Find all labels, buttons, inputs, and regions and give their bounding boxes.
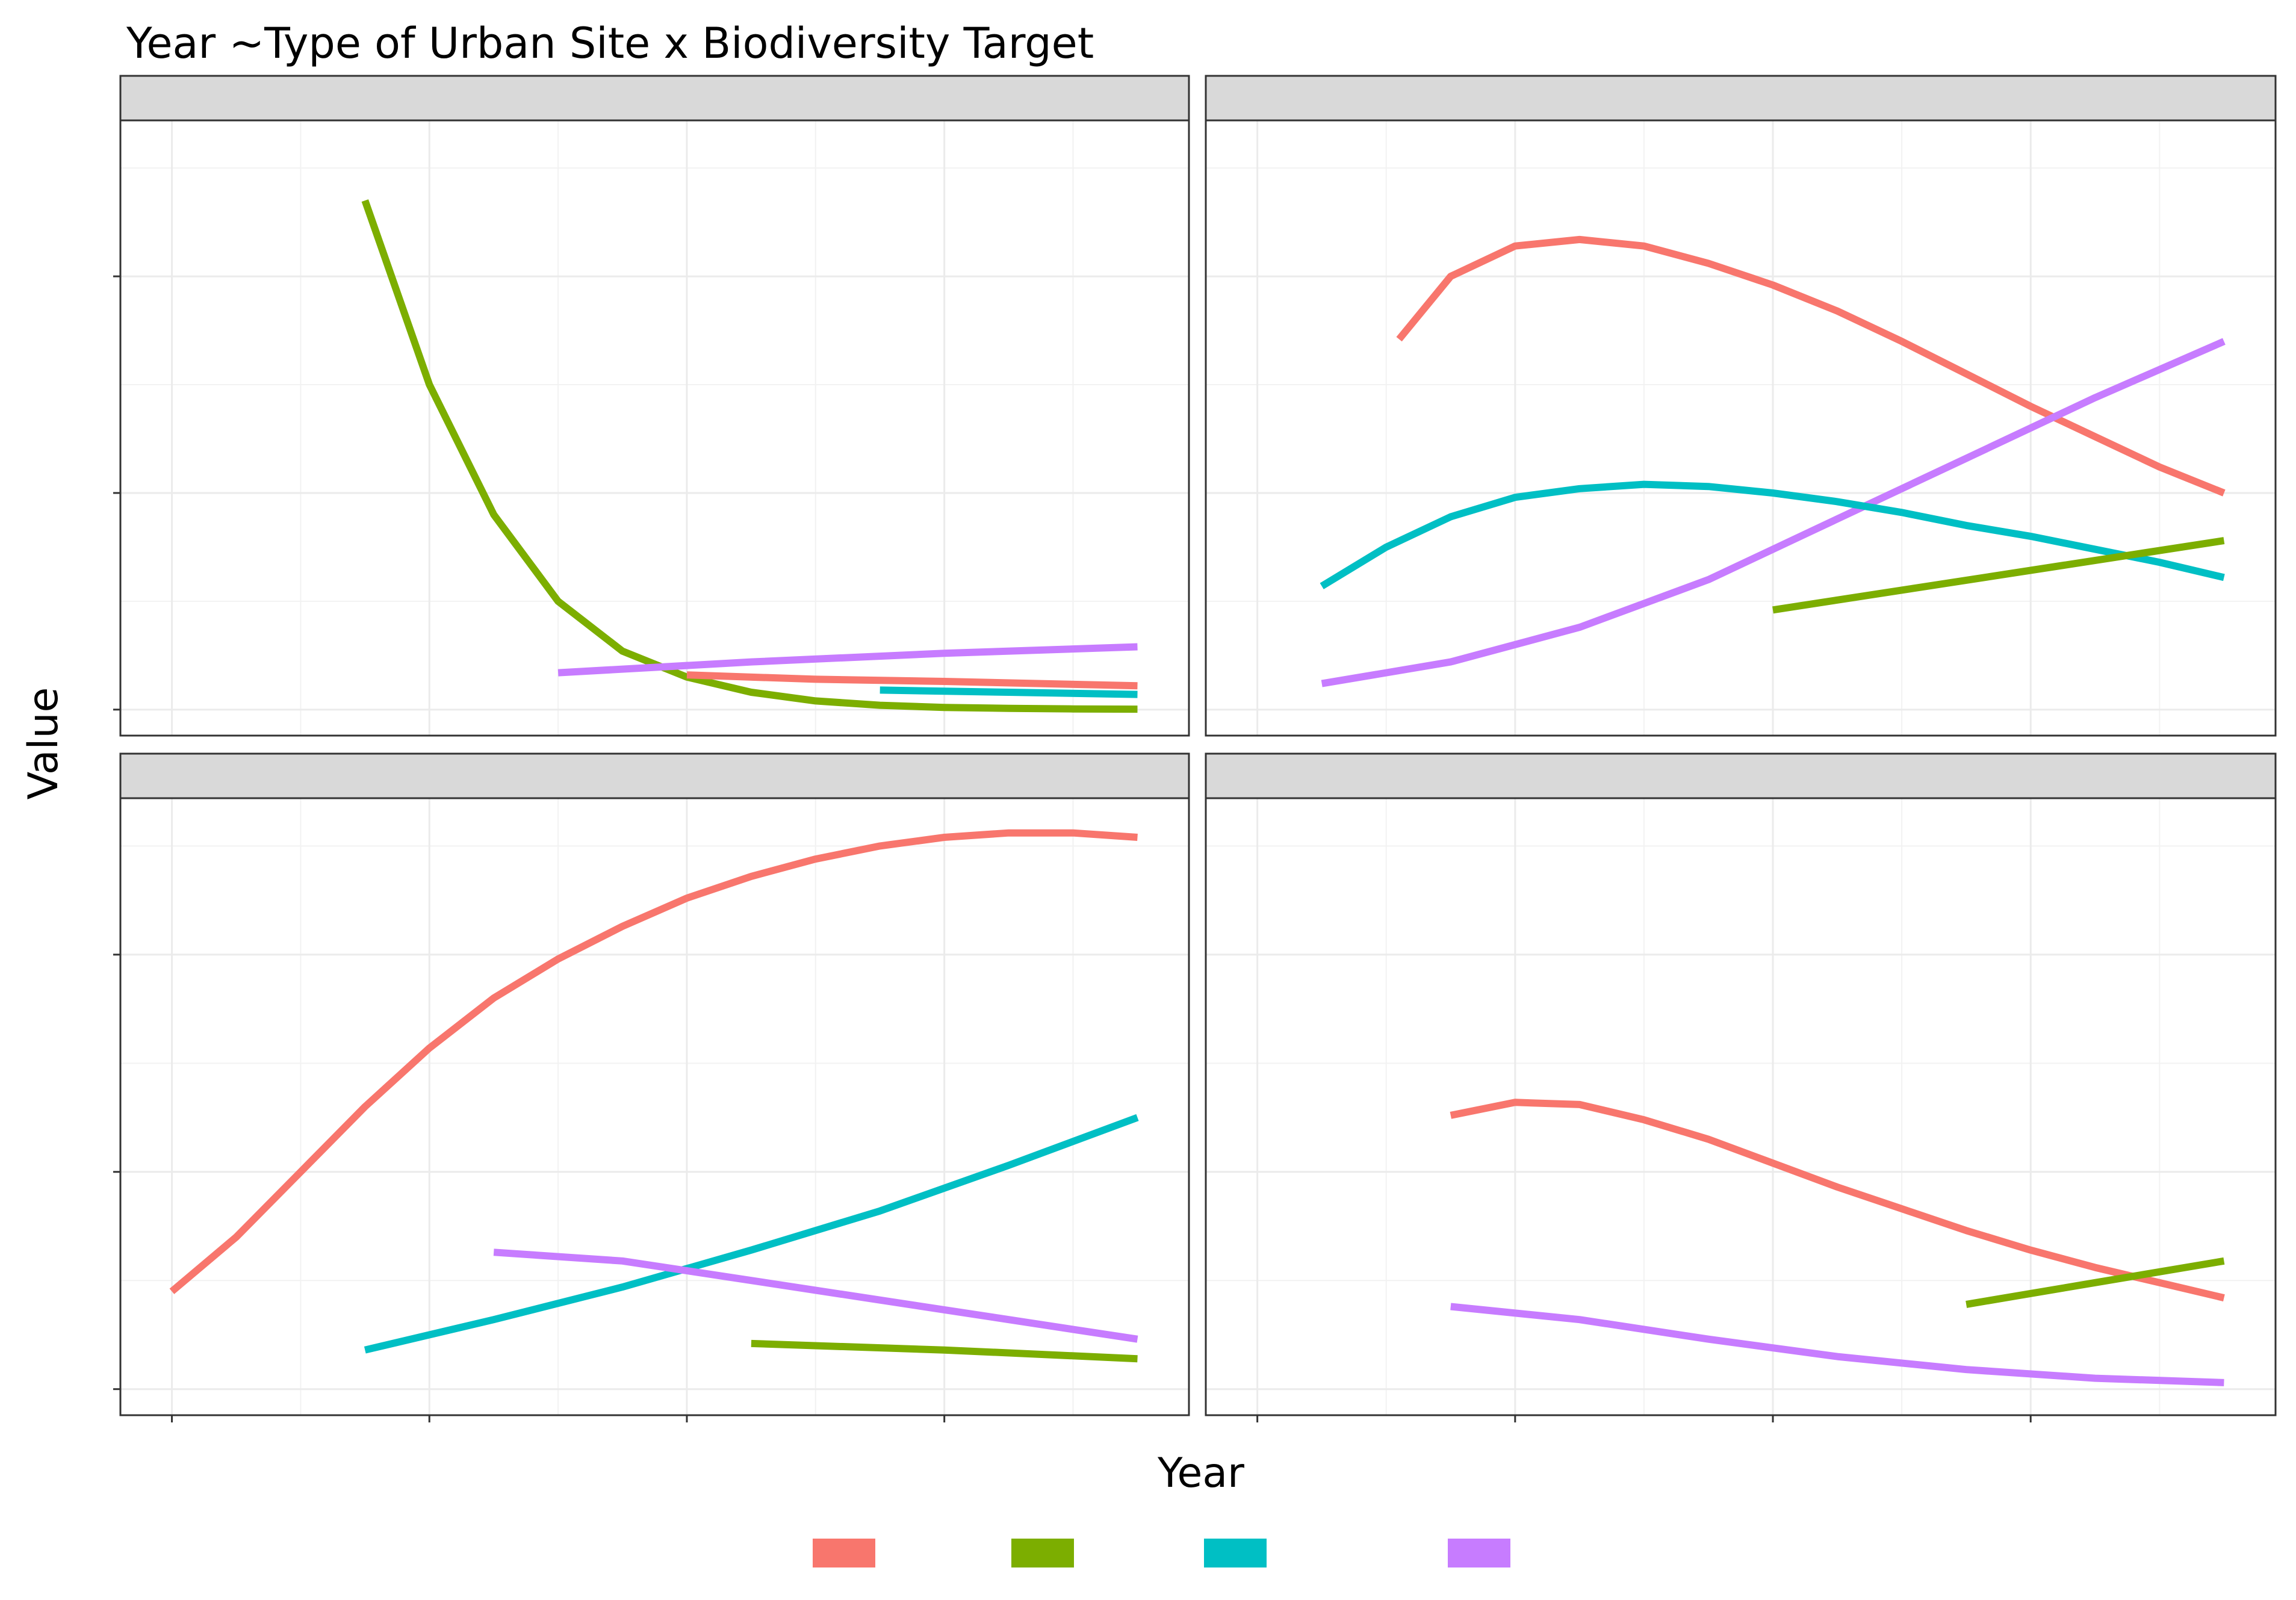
series-line-animals <box>1396 235 2226 497</box>
strip-header <box>1205 752 2277 799</box>
legend-item-landscape <box>1204 1539 1267 1567</box>
series-line-habitat <box>751 1339 1138 1363</box>
legend-item-habitat <box>1011 1539 1074 1567</box>
panels <box>113 75 2277 1422</box>
panel-urban-mosaic <box>113 752 1190 1422</box>
legend-key-landscape <box>1204 1539 1267 1567</box>
legend-item-plants <box>1448 1539 1510 1567</box>
series-line-plants <box>493 1248 1138 1343</box>
panel-border <box>119 797 1190 1416</box>
plot-background <box>1206 120 2276 736</box>
series-line-landscape <box>880 686 1138 698</box>
strip-header <box>119 752 1190 799</box>
legend-item-animals <box>813 1539 875 1567</box>
strip-header <box>119 75 1190 122</box>
panel-border <box>1205 119 2277 737</box>
plot-background <box>120 120 1189 736</box>
legend <box>813 1539 1510 1567</box>
series-line-landscape <box>364 1114 1139 1354</box>
gridlines <box>1206 120 2276 736</box>
chart-title: Year ~Type of Urban Site x Biodiversity … <box>126 19 1094 68</box>
y-axis-title: Value <box>20 687 67 800</box>
plot-background <box>120 798 1189 1415</box>
series-line-animals <box>686 671 1138 690</box>
panel-border <box>1205 797 2277 1416</box>
panel-wetland <box>1205 752 2277 1422</box>
series-line-habitat <box>1966 1257 2225 1308</box>
series-line-animals <box>169 829 1138 1294</box>
strip-header <box>1205 75 2277 122</box>
x-axis-title: Year <box>1157 1450 1244 1497</box>
series-line-landscape <box>1320 480 2225 589</box>
series-line-plants <box>1321 338 2226 687</box>
gridlines <box>120 798 1189 1415</box>
panel-forest <box>113 75 1190 737</box>
series-line-plants <box>557 643 1138 677</box>
series-line-habitat <box>361 199 1138 713</box>
legend-key-habitat <box>1011 1539 1074 1567</box>
series-line-plants <box>1450 1303 2224 1386</box>
panel-green-area <box>1205 75 2277 737</box>
legend-key-plants <box>1448 1539 1510 1567</box>
series-line-habitat <box>1772 537 2225 614</box>
gridlines <box>120 120 1189 736</box>
panel-border <box>119 119 1190 737</box>
gridlines <box>1206 798 2276 1415</box>
legend-key-animals <box>813 1539 875 1567</box>
plot-background <box>1206 798 2276 1415</box>
series-line-animals <box>1450 1099 2225 1301</box>
